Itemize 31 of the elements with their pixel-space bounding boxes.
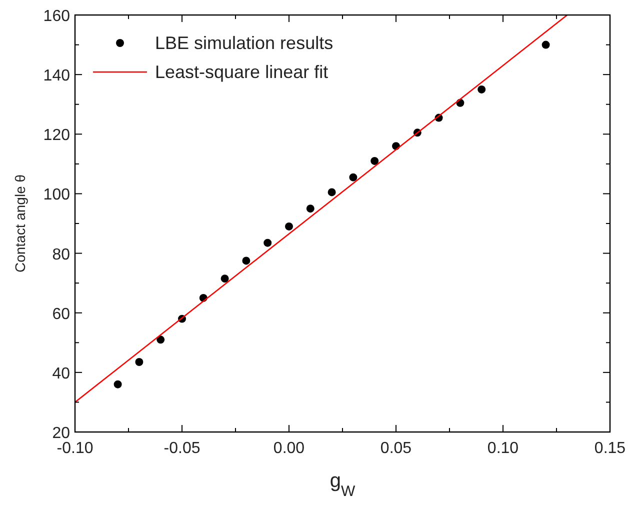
y-tick-label: 80 [52, 246, 70, 264]
y-axis-title: Contact angle θ [12, 174, 28, 273]
x-axis-title: g$_{W}$ [330, 470, 356, 500]
y-tick-label: 160 [43, 8, 70, 25]
y-tick-label: 40 [52, 365, 70, 382]
legend-label: Least-square linear fit [155, 62, 328, 82]
y-tick-label: 100 [43, 186, 70, 204]
point [328, 188, 336, 196]
y-tick-label: 140 [43, 68, 70, 85]
y-tick-label: 60 [52, 306, 70, 323]
point [242, 256, 250, 265]
point [285, 222, 293, 230]
x-tick-label: 0.10 [487, 440, 519, 457]
point [478, 85, 486, 94]
x-tick-label: 0.15 [594, 440, 626, 457]
x-tick-label: 0.05 [380, 440, 412, 457]
point [220, 274, 229, 283]
point [135, 358, 144, 366]
point [306, 204, 314, 213]
x-tick-label: -0.10 [56, 440, 94, 457]
legend-label: LBE simulation results [155, 33, 334, 53]
x-tick-label: 0.00 [273, 440, 305, 457]
point [264, 238, 272, 247]
point [156, 336, 165, 344]
point [349, 173, 358, 182]
point [114, 380, 122, 388]
y-tick-label: 120 [43, 127, 70, 144]
y-tick-label: 20 [52, 425, 70, 442]
point [542, 40, 550, 49]
point [370, 156, 379, 165]
x-tick-label: -0.05 [164, 440, 200, 457]
